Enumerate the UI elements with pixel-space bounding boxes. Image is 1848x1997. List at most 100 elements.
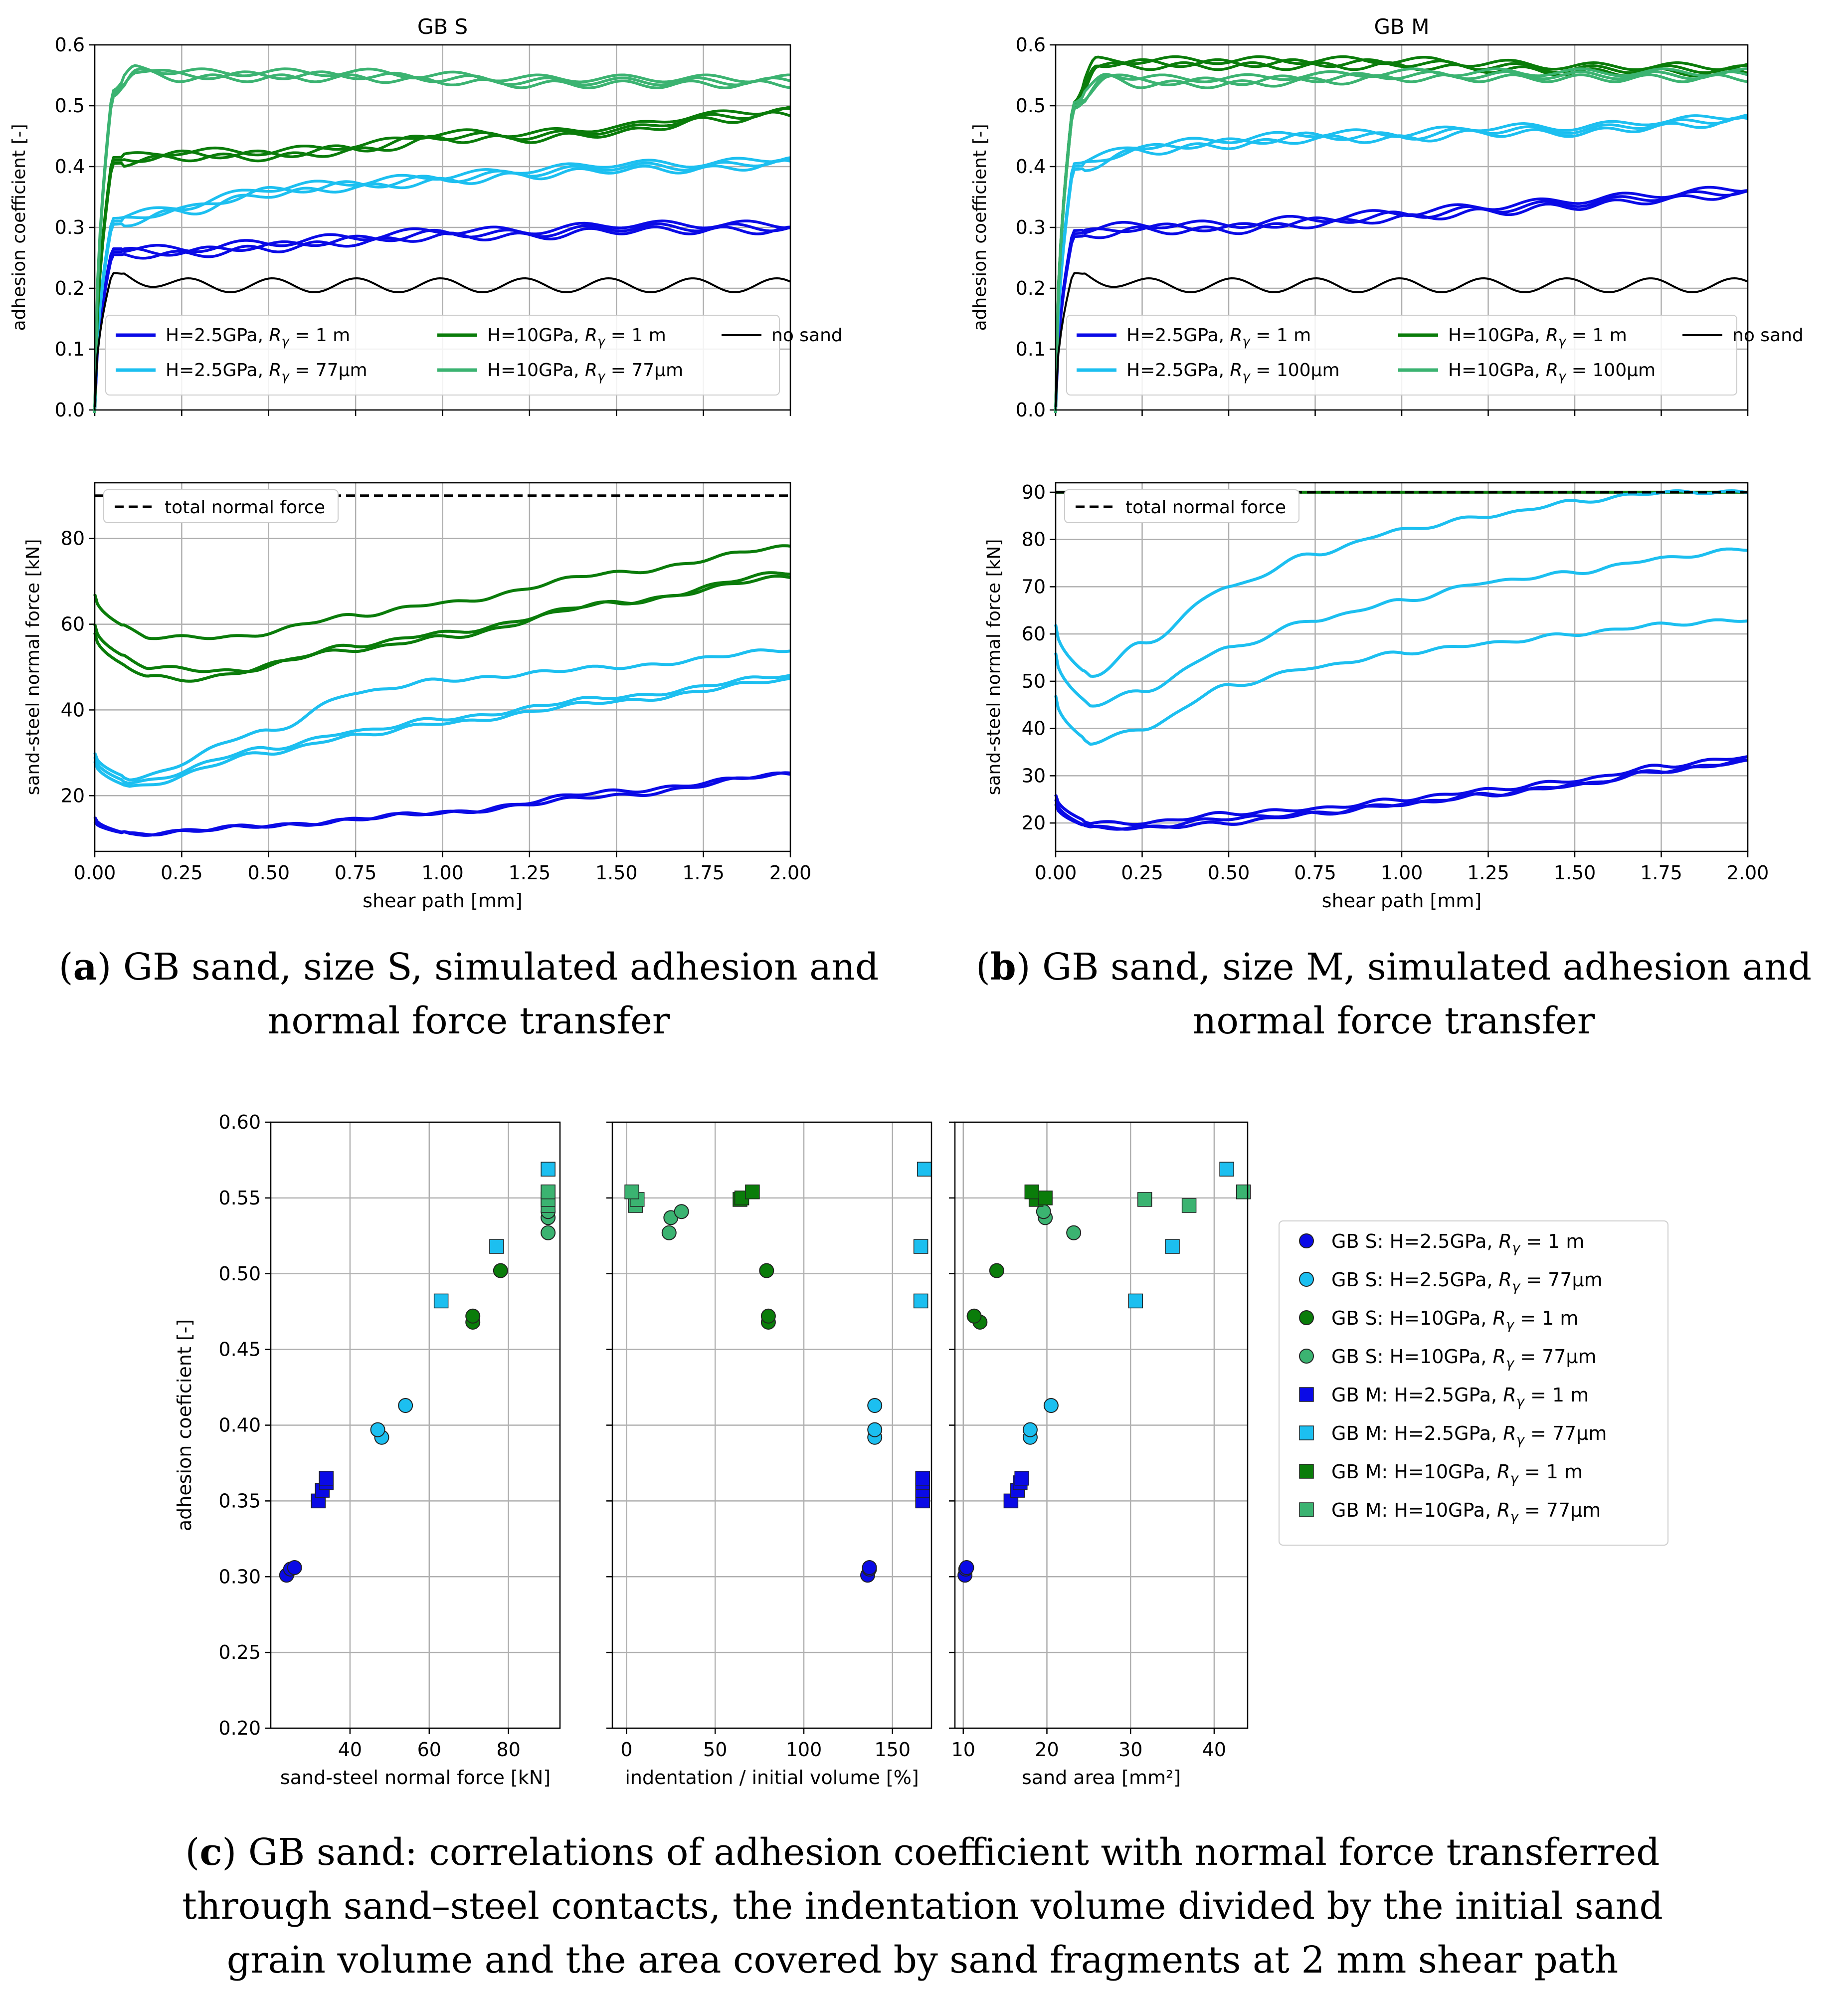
chart-c-sub1-point-circle: [287, 1560, 302, 1576]
chart-c-legend-marker: [1299, 1310, 1314, 1325]
chart-b-force-ylabel: sand-steel normal force [kN]: [984, 539, 1004, 796]
chart-b-adhesion-title: GB M: [1374, 14, 1430, 39]
chart-c-legend-marker: [1299, 1233, 1314, 1248]
chart-c-sub2-grid: [612, 1121, 931, 1729]
chart-a-adhesion-series-line: [93, 105, 791, 407]
chart-a-force-series-line: [93, 677, 791, 788]
chart-b-force-series-line: [1054, 759, 1748, 831]
chart-c-sub1-grid: [271, 1121, 560, 1729]
chart-b-adhesion-series-line: [1055, 272, 1748, 407]
chart-c-sub3-xtick-label: 10: [951, 1739, 975, 1761]
chart-b-force-xtick-label: 2.00: [1727, 862, 1769, 884]
chart-c-sub3-point-square: [1038, 1191, 1053, 1205]
chart-b-adhesion-ytick-label: 0.3: [1016, 216, 1046, 238]
chart-b-force-ytick-label: 70: [1022, 576, 1046, 598]
chart-a-adhesion-ytick-label: 0.4: [55, 156, 85, 178]
chart-c-sub1-point-square: [541, 1184, 555, 1199]
chart-a-adhesion-series-line: [93, 68, 791, 410]
chart-c-sub3-point-square: [1014, 1471, 1029, 1486]
chart-c-legend-marker: [1299, 1349, 1314, 1364]
chart-c-sub1-point-square: [433, 1293, 449, 1309]
chart-b-adhesion-legend-label: H=10GPa, Rγ = 100μm: [1448, 360, 1656, 384]
chart-c-sub2-point-square: [745, 1184, 760, 1199]
chart-c-sub2-point-square: [915, 1471, 930, 1486]
chart-b-force-ytick-label: 40: [1022, 718, 1046, 740]
chart-c-sub1-ytick-label: 0.50: [218, 1263, 261, 1285]
chart-c-sub1-ytick-label: 0.55: [218, 1187, 261, 1209]
chart-b-adhesion-series-line: [1054, 190, 1748, 410]
chart-b-force-ytick-label: 30: [1022, 765, 1046, 787]
chart-a-adhesion-ytick-label: 0.1: [55, 338, 85, 360]
chart-c-sub1-ytick-label: 0.35: [218, 1490, 261, 1512]
chart-c-sub3-frame: [954, 1121, 1249, 1729]
chart-c-sub2-xtick-label: 100: [786, 1739, 822, 1761]
caption-c-text: GB sand: correlations of adhesion coeffi…: [182, 1831, 1663, 1982]
chart-a-force-series-line: [93, 674, 791, 785]
chart-c-sub1-point-square: [489, 1239, 504, 1254]
chart-c-sub3-point-circle: [966, 1308, 982, 1324]
chart-b-force-xtick-label: 1.25: [1467, 862, 1509, 884]
chart-a-adhesion-series-line: [94, 272, 791, 407]
chart-c-legend-label: GB M: H=2.5GPa, Rγ = 77μm: [1331, 1422, 1607, 1448]
chart-b-adhesion-series-line: [1054, 189, 1748, 413]
chart-a-adhesion-ytick-label: 0.6: [55, 34, 85, 56]
chart-a-force-series-line: [93, 648, 791, 782]
chart-b-force-ytick-label: 60: [1022, 623, 1046, 645]
chart-c-sub2-point-square: [917, 1162, 932, 1177]
chart-a-force-xtick-label: 1.75: [682, 862, 725, 884]
chart-b-force-legend-label: total normal force: [1125, 497, 1286, 518]
chart-a-force-ytick-label: 40: [61, 699, 85, 721]
chart-c-legend-label: GB S: H=2.5GPa, Rγ = 1 m: [1331, 1230, 1584, 1256]
chart-b-force-series-line: [1054, 547, 1748, 708]
chart-b-adhesion-ytick-label: 0.1: [1016, 338, 1046, 360]
chart-c-sub1-xtick-label: 40: [338, 1739, 362, 1761]
chart-a-adhesion-series-line: [93, 225, 791, 413]
chart-a-force-legend-box: [103, 489, 339, 523]
chart-c-sub1-point-circle: [465, 1308, 481, 1324]
chart-a-force-legend-label: total normal force: [165, 497, 325, 518]
chart-c-sub1-ytick-label: 0.60: [218, 1111, 261, 1133]
chart-c-legend-label: GB S: H=10GPa, Rγ = 77μm: [1331, 1346, 1597, 1372]
chart-a-adhesion-series-line: [93, 110, 791, 413]
chart-c-ylabel: adhesion coeficient [-]: [174, 1319, 195, 1531]
chart-c-sub3-point-square: [1165, 1239, 1180, 1254]
chart-c-sub2-point-square: [913, 1239, 928, 1254]
chart-c-legend-box: [1279, 1220, 1668, 1546]
chart-c-legend-marker: [1299, 1502, 1314, 1517]
chart-b-adhesion-series-line: [1054, 73, 1748, 413]
chart-b-force-xtick-label: 0.25: [1121, 862, 1163, 884]
chart-a-force-xtick-label: 0.25: [161, 862, 203, 884]
caption-c-letter: c: [199, 1831, 222, 1874]
chart-c-sub1-ytick-label: 0.20: [218, 1717, 261, 1739]
chart-a-adhesion-series-line: [93, 222, 791, 410]
chart-c-sub3-grid: [955, 1121, 1248, 1729]
chart-c-sub2-xlabel: indentation / initial volume [%]: [625, 1767, 919, 1789]
chart-c-legend-marker: [1299, 1425, 1314, 1440]
chart-c-sub1-xtick-label: 80: [497, 1739, 521, 1761]
chart-c-sub3-point-square: [1181, 1198, 1197, 1213]
chart-a-force-xtick-label: 0.75: [335, 862, 377, 884]
chart-a-force-xtick-label: 0.00: [74, 862, 116, 884]
chart-b-force-series-line: [1054, 489, 1748, 678]
chart-c-legend-label: GB M: H=10GPa, Rγ = 77μm: [1331, 1499, 1601, 1525]
chart-c-sub2-point-circle: [760, 1308, 776, 1324]
chart-b-adhesion-ytick-label: 0.2: [1016, 277, 1046, 299]
chart-b-adhesion-ytick-label: 0.0: [1016, 399, 1046, 421]
chart-c-legend-marker: [1299, 1387, 1314, 1402]
chart-b-adhesion-ytick-label: 0.5: [1016, 95, 1046, 117]
chart-a-force-xtick-label: 2.00: [769, 862, 812, 884]
chart-a-force-series-line: [93, 571, 791, 683]
chart-c-sub1-point-square: [541, 1162, 555, 1177]
chart-b-force-series-line: [1054, 618, 1748, 746]
chart-c-sub2-point-circle: [867, 1398, 883, 1413]
chart-b-adhesion-ytick-label: 0.6: [1016, 34, 1046, 56]
chart-c-sub3-xtick-label: 40: [1202, 1739, 1226, 1761]
chart-c-sub3-point-circle: [1066, 1225, 1082, 1240]
chart-c-sub3-point-square: [1024, 1184, 1040, 1199]
chart-c-sub1-ytick-label: 0.40: [218, 1414, 261, 1436]
chart-a-force-ylabel: sand-steel normal force [kN]: [23, 539, 43, 796]
chart-a-adhesion-legend-label: no sand: [771, 325, 843, 346]
chart-b-adhesion-series-line: [1054, 55, 1748, 407]
chart-c-sub1-ytick-label: 0.45: [218, 1339, 261, 1361]
chart-b-adhesion-series-line: [1054, 116, 1748, 413]
